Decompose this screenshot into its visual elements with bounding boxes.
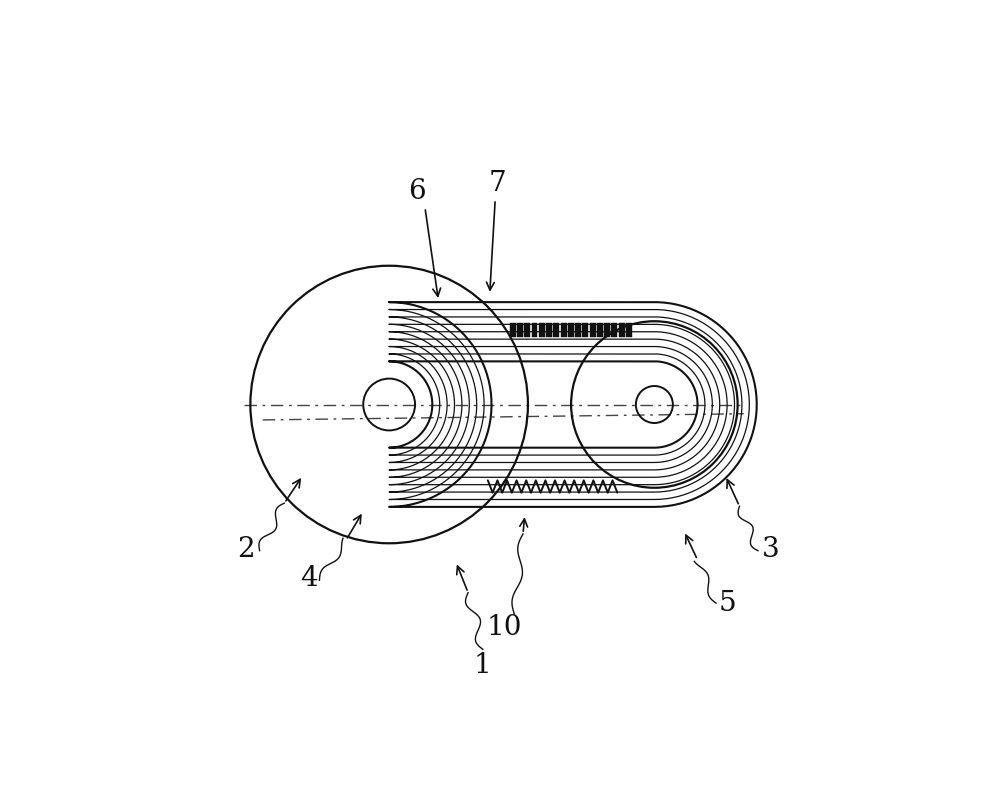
Bar [604, 323, 610, 336]
Bar [582, 323, 588, 336]
Bar [626, 323, 632, 336]
Bar [510, 323, 516, 336]
Bar [568, 323, 574, 336]
Bar [539, 323, 545, 336]
Text: 6: 6 [408, 178, 426, 205]
Text: 1: 1 [474, 652, 492, 679]
Bar [575, 323, 581, 336]
Bar [611, 323, 617, 336]
Bar [553, 323, 559, 336]
Bar [546, 323, 552, 336]
Bar [619, 323, 625, 336]
Text: 5: 5 [718, 590, 736, 617]
Bar [597, 323, 603, 336]
Bar [561, 323, 567, 336]
Bar [590, 323, 596, 336]
Bar [532, 323, 537, 336]
Text: 10: 10 [487, 614, 522, 642]
Text: 3: 3 [761, 536, 779, 563]
Text: 7: 7 [488, 170, 506, 197]
Bar [524, 323, 530, 336]
Text: 2: 2 [237, 536, 255, 563]
Text: 4: 4 [300, 565, 318, 592]
Bar [517, 323, 523, 336]
